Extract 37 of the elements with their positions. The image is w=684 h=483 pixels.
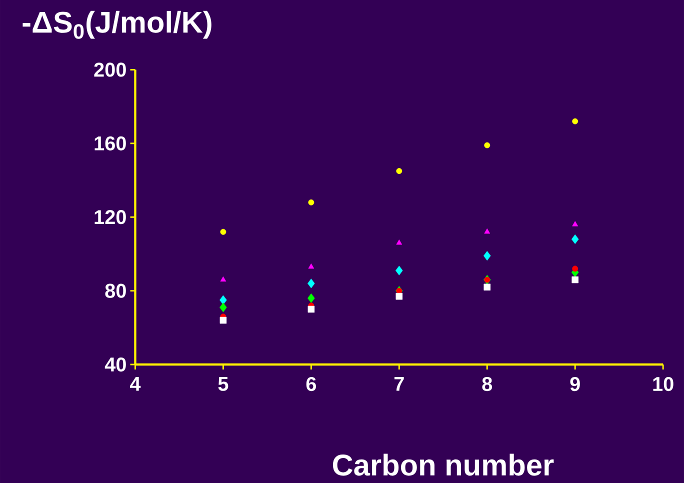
point [484,284,491,290]
point [308,199,314,206]
point [571,234,579,244]
x-axis-title: Carbon number [332,454,554,476]
point [308,263,314,269]
x-tick-label: 6 [306,376,316,392]
y-axis-title: -ΔS$_{0}$(J/mol/K) [22,10,212,39]
point [308,278,315,288]
point [572,118,578,124]
y-tick-label: 160 [94,136,126,150]
point [396,292,403,300]
x-tick-label: 4 [130,376,141,391]
y-tick-label: 200 [94,62,126,77]
point [220,316,227,324]
point [572,266,578,272]
point [572,276,578,284]
point [220,302,227,312]
point [484,142,490,148]
x-tick-label: 8 [482,376,492,392]
point [483,251,491,261]
point [396,266,403,276]
point [396,240,402,245]
point [220,295,227,305]
x-tick-label: 7 [394,376,404,391]
point [484,228,490,234]
point [308,293,315,303]
y-tick-label: 120 [94,210,126,224]
point [220,276,226,282]
point [220,228,226,235]
x-tick-label: 9 [570,376,580,392]
x-tick-label: 5 [218,376,228,391]
y-tick-label: 40 [104,357,126,372]
point [308,306,315,313]
point [572,221,578,226]
y-tick-label: 80 [105,284,126,298]
point [396,168,402,174]
x-tick-label: 10 [653,376,674,392]
